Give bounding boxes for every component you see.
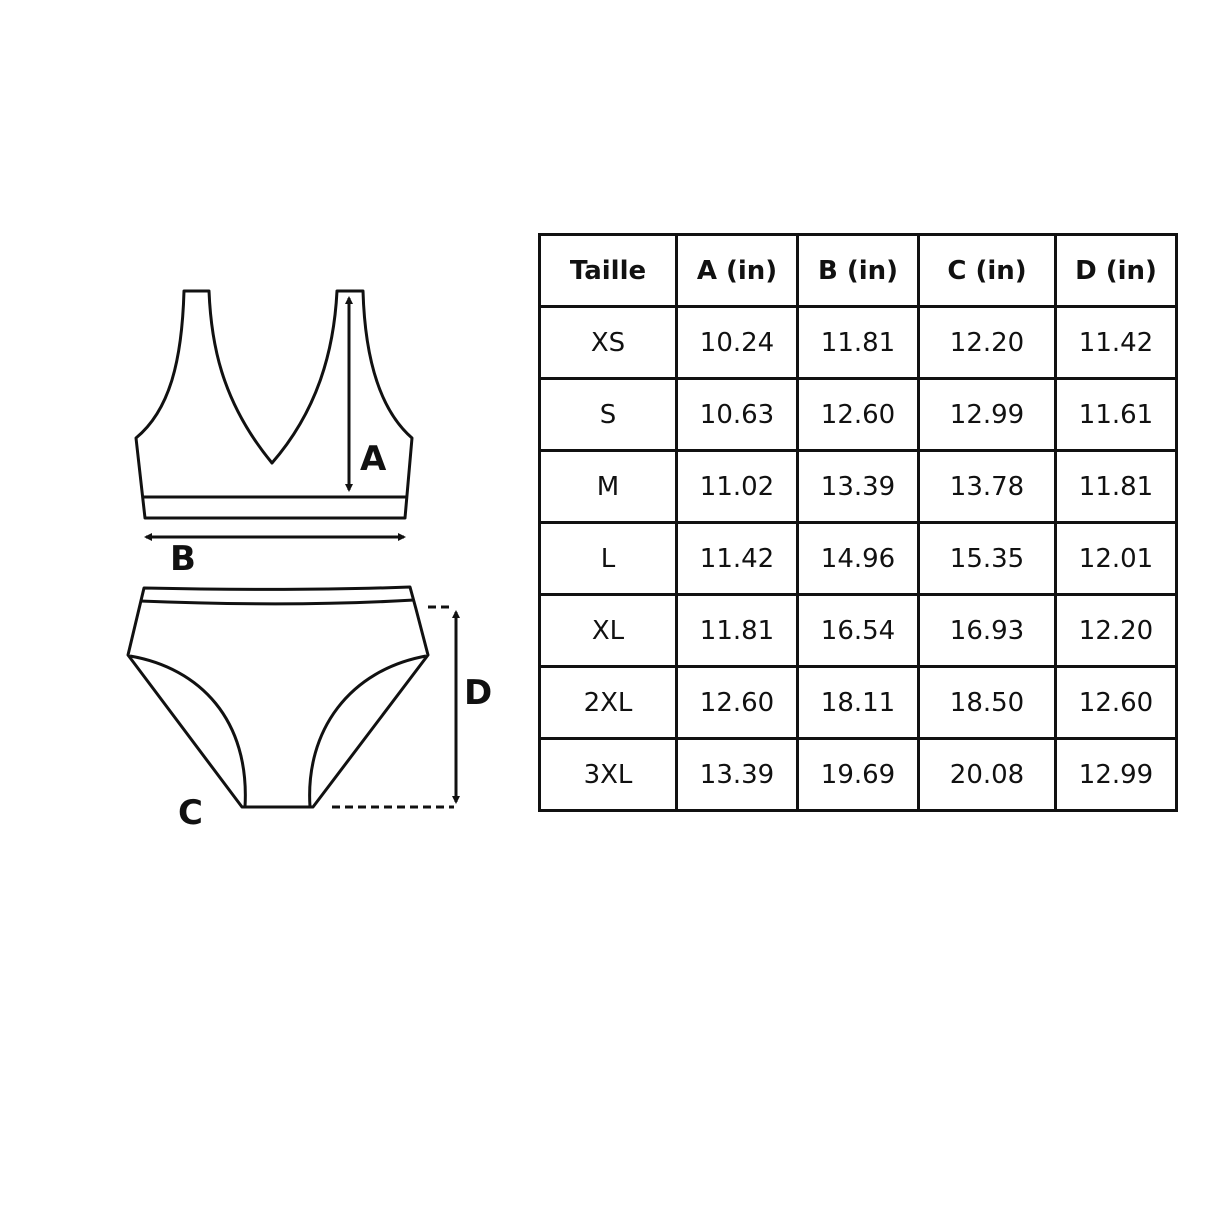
cell-b: 14.96 bbox=[796, 521, 920, 596]
cell-size: M bbox=[538, 449, 678, 524]
cell-d: 11.61 bbox=[1054, 377, 1178, 452]
table-row: XL 11.81 16.54 16.93 12.20 bbox=[538, 593, 1178, 668]
cell-d: 11.42 bbox=[1054, 305, 1178, 380]
header-c: C (in) bbox=[917, 233, 1057, 308]
cell-size: XL bbox=[538, 593, 678, 668]
cell-a: 12.60 bbox=[675, 665, 799, 740]
cell-c: 16.93 bbox=[917, 593, 1057, 668]
label-d: D bbox=[464, 673, 492, 713]
table-header-row: Taille A (in) B (in) C (in) D (in) bbox=[538, 233, 1178, 308]
cell-size: 3XL bbox=[538, 737, 678, 812]
header-a: A (in) bbox=[675, 233, 799, 308]
label-b: B bbox=[170, 539, 196, 579]
header-size: Taille bbox=[538, 233, 678, 308]
briefs-left-leg-opening bbox=[129, 654, 247, 808]
cell-a: 11.81 bbox=[675, 593, 799, 668]
briefs-outline bbox=[126, 585, 430, 809]
table-row: L 11.42 14.96 15.35 12.01 bbox=[538, 521, 1178, 596]
header-b: B (in) bbox=[796, 233, 920, 308]
cell-d: 12.60 bbox=[1054, 665, 1178, 740]
cell-b: 11.81 bbox=[796, 305, 920, 380]
cell-b: 19.69 bbox=[796, 737, 920, 812]
cell-b: 18.11 bbox=[796, 665, 920, 740]
cell-a: 11.42 bbox=[675, 521, 799, 596]
cell-b: 13.39 bbox=[796, 449, 920, 524]
cell-a: 13.39 bbox=[675, 737, 799, 812]
cell-size: L bbox=[538, 521, 678, 596]
cell-size: XS bbox=[538, 305, 678, 380]
bra-top-outline bbox=[134, 289, 414, 520]
cell-d: 12.20 bbox=[1054, 593, 1178, 668]
cell-size: S bbox=[538, 377, 678, 452]
cell-d: 12.99 bbox=[1054, 737, 1178, 812]
briefs-right-leg-opening bbox=[308, 654, 427, 808]
label-c: C bbox=[178, 793, 203, 833]
cell-c: 12.99 bbox=[917, 377, 1057, 452]
cell-c: 15.35 bbox=[917, 521, 1057, 596]
table-row: M 11.02 13.39 13.78 11.81 bbox=[538, 449, 1178, 524]
cell-c: 12.20 bbox=[917, 305, 1057, 380]
cell-b: 12.60 bbox=[796, 377, 920, 452]
size-table: Taille A (in) B (in) C (in) D (in) XS 10.… bbox=[538, 233, 1178, 812]
cell-a: 10.63 bbox=[675, 377, 799, 452]
cell-a: 10.24 bbox=[675, 305, 799, 380]
table-row: 2XL 12.60 18.11 18.50 12.60 bbox=[538, 665, 1178, 740]
cell-d: 12.01 bbox=[1054, 521, 1178, 596]
cell-a: 11.02 bbox=[675, 449, 799, 524]
cell-b: 16.54 bbox=[796, 593, 920, 668]
label-a: A bbox=[360, 439, 387, 479]
bikini-measurement-diagram: A B C D bbox=[126, 289, 492, 833]
cell-c: 20.08 bbox=[917, 737, 1057, 812]
cell-size: 2XL bbox=[538, 665, 678, 740]
cell-c: 18.50 bbox=[917, 665, 1057, 740]
briefs-waistband-line bbox=[139, 598, 415, 606]
cell-c: 13.78 bbox=[917, 449, 1057, 524]
header-d: D (in) bbox=[1054, 233, 1178, 308]
table-row: 3XL 13.39 19.69 20.08 12.99 bbox=[538, 737, 1178, 812]
cell-d: 11.81 bbox=[1054, 449, 1178, 524]
table-row: XS 10.24 11.81 12.20 11.42 bbox=[538, 305, 1178, 380]
table-row: S 10.63 12.60 12.99 11.61 bbox=[538, 377, 1178, 452]
